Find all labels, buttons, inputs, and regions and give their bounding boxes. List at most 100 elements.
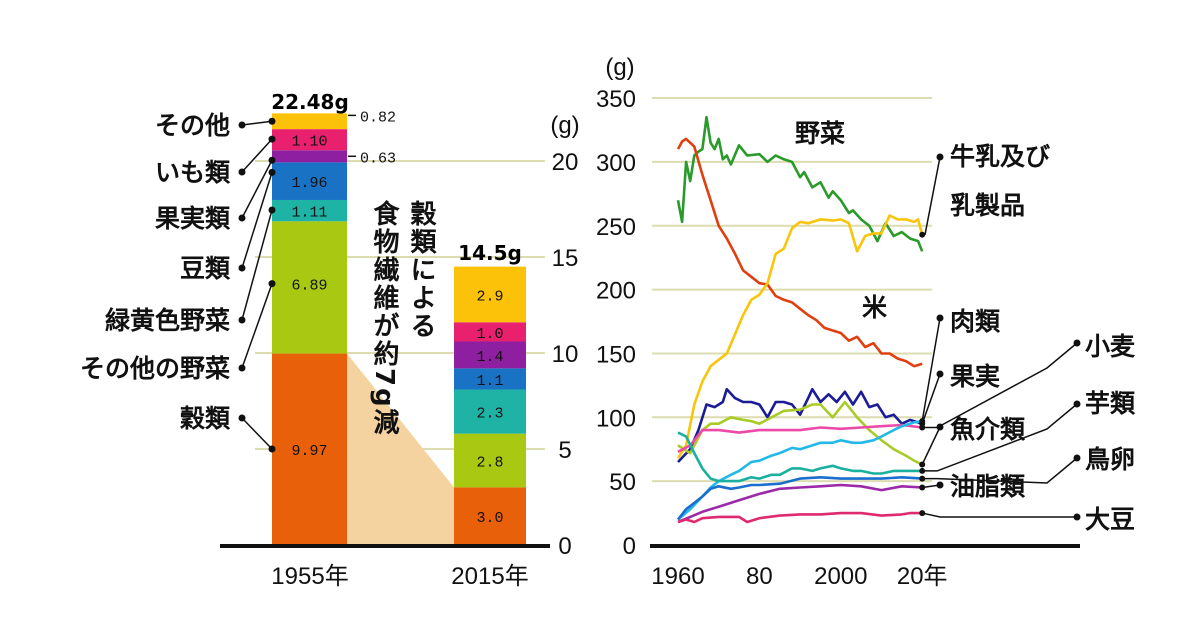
series-line: [676, 475, 923, 521]
bar-segment: [454, 487, 526, 545]
y-tick-label: 250: [596, 214, 636, 241]
bar-segment: [454, 266, 526, 323]
value-label: 2.9: [476, 288, 503, 305]
series-label: 米: [862, 293, 888, 322]
y-tick-label: 50: [609, 469, 636, 496]
series-label: 大豆: [1085, 505, 1135, 534]
series-line: [677, 400, 923, 466]
leader-line: [241, 172, 273, 269]
right-y-axis-unit: (g): [605, 54, 634, 81]
leader-dot: [268, 445, 276, 453]
bar-segment: [272, 353, 347, 545]
bar-segment: [272, 199, 347, 222]
y-tick-label: 100: [596, 405, 636, 432]
leader-line: [241, 283, 273, 369]
y-tick-label: 0: [623, 533, 636, 560]
series-line: [676, 214, 924, 459]
leader-line: [921, 426, 941, 465]
y-tick-label: 0: [558, 533, 571, 560]
bar-segment: [454, 368, 526, 390]
leader-line: [922, 403, 1078, 472]
leader-line: [924, 156, 941, 235]
left-y-axis-unit: (g): [550, 112, 579, 139]
series-label: 野菜: [795, 119, 845, 148]
category-label: その他の野菜: [80, 354, 230, 383]
leader-line: [922, 457, 1078, 484]
value-label: 0.63: [360, 150, 396, 167]
leader-dot: [268, 168, 276, 176]
y-tick-label: 300: [596, 150, 636, 177]
series-line: [676, 115, 924, 252]
value-label: 1.10: [291, 134, 327, 151]
value-label: 1.1: [476, 373, 503, 390]
series-label: 芋類: [1085, 389, 1136, 418]
y-tick-label: 200: [596, 278, 636, 305]
value-label: 2.8: [476, 455, 503, 472]
bar-segment: [272, 129, 347, 151]
bar-segment: [272, 150, 347, 163]
bar-segment: [454, 322, 526, 342]
y-tick-label: 10: [552, 341, 579, 368]
x-tick-label: 80: [746, 563, 773, 590]
leader-line: [241, 209, 273, 321]
total-1955: 22.48g: [271, 90, 349, 114]
value-label: 6.89: [291, 278, 327, 295]
leader-dot: [919, 484, 926, 491]
series-line: [677, 431, 923, 483]
category-label: 果実類: [155, 204, 231, 233]
x-label-1955: 1955年: [271, 563, 348, 590]
series-label: 乳製品: [950, 191, 1025, 220]
value-label: 1.11: [291, 205, 327, 222]
series-line: [677, 419, 923, 521]
leader-line: [921, 373, 941, 424]
bar-segment: [272, 113, 347, 130]
leader-line: [241, 120, 273, 126]
left-stacked-bar-chart: 9.976.891.111.960.631.100.823.02.82.31.1…: [80, 90, 580, 590]
leader-line: [241, 138, 273, 173]
total-2015: 14.5g: [458, 241, 522, 265]
series-label: 牛乳及び: [950, 142, 1050, 171]
y-tick-label: 15: [552, 245, 579, 272]
leader-dot: [919, 467, 926, 474]
category-label: その他: [155, 111, 230, 140]
series-label: 鳥卵: [1085, 445, 1135, 474]
leader-line: [241, 417, 273, 450]
reduction-area: [347, 353, 454, 545]
bar-segment: [454, 389, 526, 434]
series-label: 魚介類: [950, 415, 1026, 444]
leader-line: [921, 317, 941, 422]
leader-dot: [268, 156, 276, 164]
bar-segment: [454, 433, 526, 488]
series-line: [677, 423, 923, 453]
leader-dot: [919, 475, 926, 482]
bar-segment: [272, 221, 347, 354]
leader-dot: [919, 418, 926, 425]
right-line-chart: 0 50 100 150 200 250 300 350 1960 80 2000 20年 (g) 野…: [596, 54, 1136, 590]
x-tick-label: 1960: [651, 563, 704, 590]
annotation-line-1: 穀類による: [406, 200, 436, 340]
category-label: 豆類: [180, 254, 231, 283]
value-label: 9.97: [291, 443, 327, 460]
leader-dot: [268, 117, 276, 125]
value-label: 0.82: [360, 109, 396, 126]
series-line: [676, 137, 923, 368]
y-tick-label: 20: [552, 149, 579, 176]
series-line: [677, 511, 923, 524]
value-label: 1.96: [291, 175, 327, 192]
series-label: 肉類: [950, 307, 1001, 336]
series-label: 油脂類: [950, 472, 1026, 501]
series-line: [677, 387, 923, 463]
leader-line: [922, 512, 1077, 518]
leader-line: [241, 159, 273, 219]
y-tick-label: 5: [558, 437, 571, 464]
value-label: 1.4: [476, 349, 503, 366]
x-tick-label: 20年: [897, 563, 948, 590]
annotation-line-2: 食物繊維が約7g減: [369, 199, 399, 437]
bar-segment: [454, 341, 526, 369]
series-label: 果実: [950, 362, 1000, 391]
leader-line: [922, 342, 1078, 429]
x-label-2015: 2015年: [451, 563, 528, 590]
leader-dot: [919, 461, 926, 468]
series-line: [677, 483, 923, 524]
